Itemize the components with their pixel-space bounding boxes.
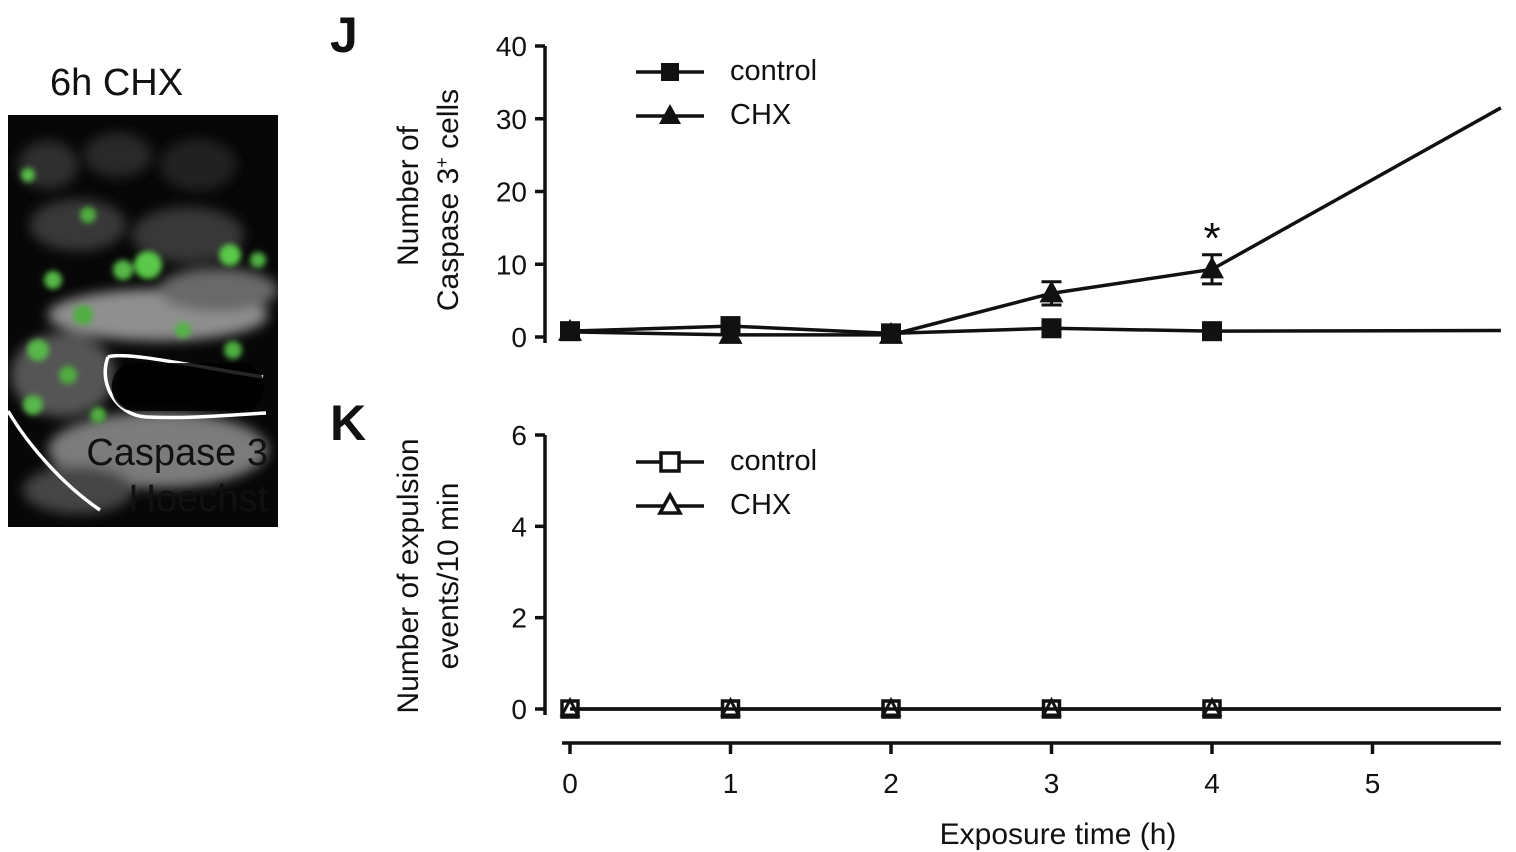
legend-k-control-marker <box>659 451 681 473</box>
panel-j-series: * <box>558 106 1502 344</box>
panel-j-significance-star: * <box>1203 214 1220 263</box>
panel-j-ytick-label: 20 <box>496 177 527 208</box>
legend-k-control-label: control <box>730 445 817 477</box>
panel-k-ytick-label: 4 <box>511 511 527 542</box>
panel-k-series <box>559 696 1501 719</box>
panel-k-ytick-label: 2 <box>511 603 527 634</box>
panel-j-axes: 0 10 20 30 40 <box>496 31 547 353</box>
panel-j-ytick-label: 0 <box>511 322 527 353</box>
panel-k-legend: control CHX <box>636 445 817 521</box>
panel-j-chx-point <box>1039 280 1064 303</box>
panel-k-chx-point <box>559 696 581 717</box>
xtick-label: 5 <box>1365 768 1381 799</box>
panel-j-ylabel-main: Caspase 3 <box>432 168 465 311</box>
panel-j-ytick-label: 30 <box>496 104 527 135</box>
panel-k-chart: K 0 2 4 6 Number of expulsion events/10 min… <box>330 395 1501 851</box>
legend-k-chx-marker <box>657 491 683 515</box>
panel-j-ylabel-end: cells <box>432 89 465 157</box>
xtick-label: 2 <box>883 768 899 799</box>
panel-j-ylabel-line1: Number of <box>392 125 425 266</box>
panel-k-chx-point <box>880 696 902 717</box>
panel-j-series-1-line <box>569 106 1502 337</box>
panel-k-axes: 0 2 4 6 <box>511 420 547 725</box>
stain-label-caspase: Caspase 3 <box>86 432 268 474</box>
panel-j-chart: J 0 10 20 30 40 Number of Caspase 3+ cells *… <box>330 7 1502 353</box>
legend-control-label: control <box>730 55 817 87</box>
stain-label-hoechst: Hoechst <box>129 478 269 520</box>
panel-k-chx-point <box>1041 696 1062 717</box>
panel-k-ylabel-line1: Number of expulsion <box>392 438 425 713</box>
panel-k-letter: K <box>330 395 366 451</box>
micrograph-title: 6h CHX <box>50 62 184 104</box>
panel-j-ytick-label: 10 <box>496 249 527 280</box>
panel-j-ylabel-sup: + <box>432 157 452 168</box>
panel-j-ylabel-line2: Caspase 3+ cells <box>432 89 465 311</box>
panel-j-chx-point <box>558 318 582 341</box>
panel-j-ytick-label: 40 <box>496 31 527 62</box>
legend-chx-label: CHX <box>730 99 791 131</box>
xaxis-label: Exposure time (h) <box>940 818 1177 851</box>
xtick-label: 4 <box>1204 768 1220 799</box>
panel-k-ytick-label: 0 <box>511 694 527 725</box>
panel-j-control-point <box>1041 318 1062 339</box>
legend-control-marker <box>661 63 679 81</box>
xtick-label: 3 <box>1044 768 1060 799</box>
micrograph-svg: Caspase 3 Hoechst <box>6 115 278 527</box>
panel-j-chx-point <box>718 321 743 344</box>
panel-j-chx-point <box>1200 256 1224 279</box>
panel-j-chx-point <box>879 321 903 344</box>
xtick-label: 0 <box>562 768 578 799</box>
panel-k-chx-point <box>720 696 741 717</box>
panel-k-xaxis: 0 1 2 3 4 5 <box>562 741 1501 799</box>
panel-j-legend: control CHX <box>636 55 817 131</box>
panel-k-ytick-label: 6 <box>511 420 527 451</box>
panel-k-ylabel-line2: events/10 min <box>432 483 465 670</box>
panel-j-series-0-line <box>569 324 1501 336</box>
panel-k-chx-point <box>1201 696 1223 717</box>
legend-k-chx-label: CHX <box>730 489 791 521</box>
panel-j-control-point <box>1202 321 1222 342</box>
panel-j-letter: J <box>330 7 358 63</box>
xtick-label: 1 <box>723 768 739 799</box>
legend-chx-marker <box>659 104 681 124</box>
micrograph-image: Caspase 3 Hoechst <box>6 115 278 527</box>
